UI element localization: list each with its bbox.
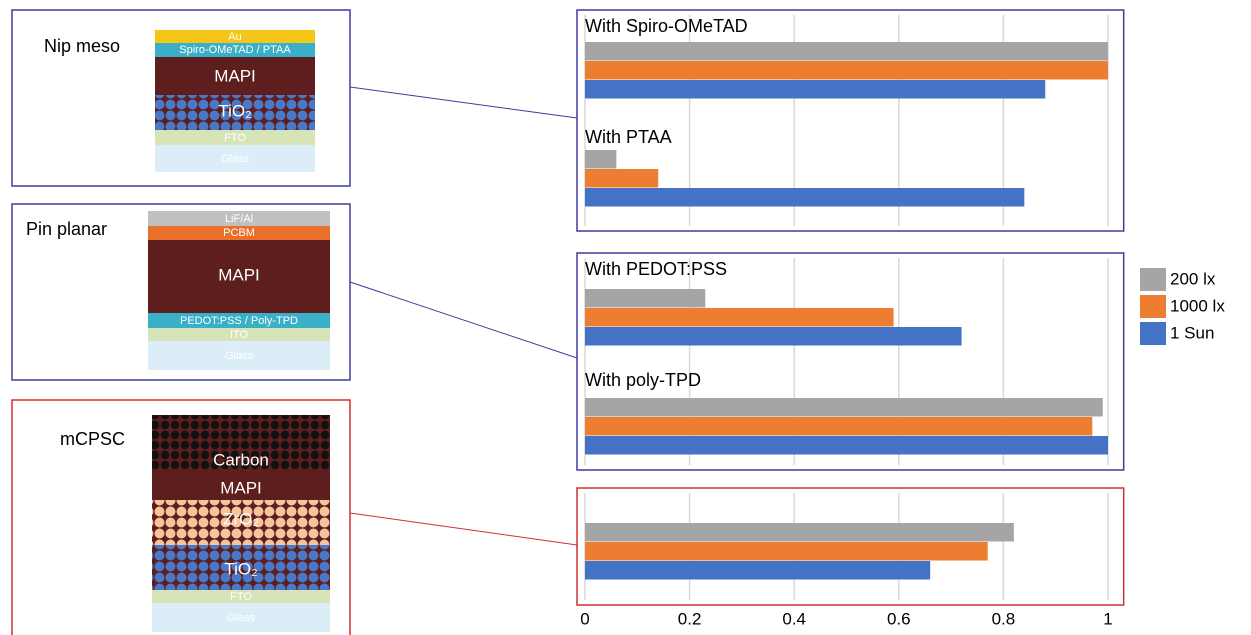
layer-label: MAPI (218, 265, 260, 284)
layer (152, 545, 330, 590)
layer-label: Glass (227, 612, 256, 624)
connector (349, 86, 578, 119)
legend-swatch (1140, 268, 1166, 291)
bar (585, 523, 1014, 542)
panel (11, 399, 351, 635)
layer-label: Glass (221, 153, 250, 165)
layer (152, 603, 330, 632)
x-tick-label: 0 (580, 609, 589, 628)
layer (148, 328, 330, 341)
chart-border (576, 252, 1125, 471)
layer (148, 211, 330, 226)
bar (585, 398, 1103, 417)
layer (155, 95, 315, 130)
layer (155, 130, 315, 145)
layer (148, 226, 330, 240)
chart-border (576, 9, 1125, 232)
bar (585, 561, 931, 580)
bar (585, 417, 1093, 436)
device-name: Nip meso (44, 36, 120, 56)
x-tick-label: 0.2 (678, 609, 702, 628)
chart-border (576, 487, 1125, 606)
layer-label: ZrO₂ (223, 509, 259, 528)
panel (11, 9, 351, 187)
layer (152, 470, 330, 500)
layer (148, 313, 330, 328)
legend-label: 1 Sun (1170, 323, 1214, 342)
device-panels: Nip meso Au Spiro-OMeTAD / PTAA MAPI TiO… (11, 9, 578, 635)
x-tick-label: 0.8 (992, 609, 1016, 628)
bar (585, 308, 894, 327)
layer-label: MAPI (220, 478, 262, 497)
device-name: mCPSC (60, 429, 125, 449)
legend-swatch (1140, 322, 1166, 345)
layer (155, 43, 315, 57)
group-label: With poly-TPD (585, 370, 701, 390)
layer (152, 500, 330, 545)
bar (585, 188, 1025, 207)
panel (11, 203, 351, 381)
layer-label: TiO₂ (224, 559, 257, 578)
layer-label: MAPI (214, 66, 256, 85)
connector (349, 281, 578, 359)
layer (155, 30, 315, 43)
layer (148, 240, 330, 313)
connector (349, 512, 578, 546)
group-label: With PTAA (585, 127, 672, 147)
group-label: With Spiro-OMeTAD (585, 16, 748, 36)
bar (585, 542, 988, 561)
layer-label: PEDOT:PSS / Poly-TPD (180, 315, 298, 327)
legend-label: 200 lx (1170, 269, 1216, 288)
bar (585, 42, 1108, 61)
layer-label: Au (228, 31, 241, 43)
layer (152, 415, 330, 470)
layer-label: TiO₂ (218, 101, 251, 120)
bar (585, 169, 659, 188)
device-name: Pin planar (26, 219, 107, 239)
group-label: With PEDOT:PSS (585, 259, 727, 279)
layer (148, 341, 330, 370)
layer-label: ITO (230, 329, 249, 341)
legend-label: 1000 lx (1170, 296, 1225, 315)
layer (155, 57, 315, 95)
x-tick-label: 0.6 (887, 609, 911, 628)
layer-label: LiF/Al (225, 213, 253, 225)
layer (152, 590, 330, 603)
bar (585, 327, 962, 346)
layer-label: Glass (225, 350, 254, 362)
layer-label: Carbon (213, 450, 269, 469)
bar (585, 61, 1108, 80)
bar (585, 80, 1046, 99)
layer-label: PCBM (223, 227, 255, 239)
x-tick-label: 1 (1103, 609, 1112, 628)
legend-swatch (1140, 295, 1166, 318)
bar (585, 436, 1108, 455)
layer-label: FTO (230, 591, 252, 603)
bar (585, 150, 617, 169)
x-tick-label: 0.4 (782, 609, 806, 628)
bar (585, 289, 706, 308)
layer-label: Spiro-OMeTAD / PTAA (179, 44, 291, 56)
layer-label: FTO (224, 132, 246, 144)
layer (155, 145, 315, 172)
